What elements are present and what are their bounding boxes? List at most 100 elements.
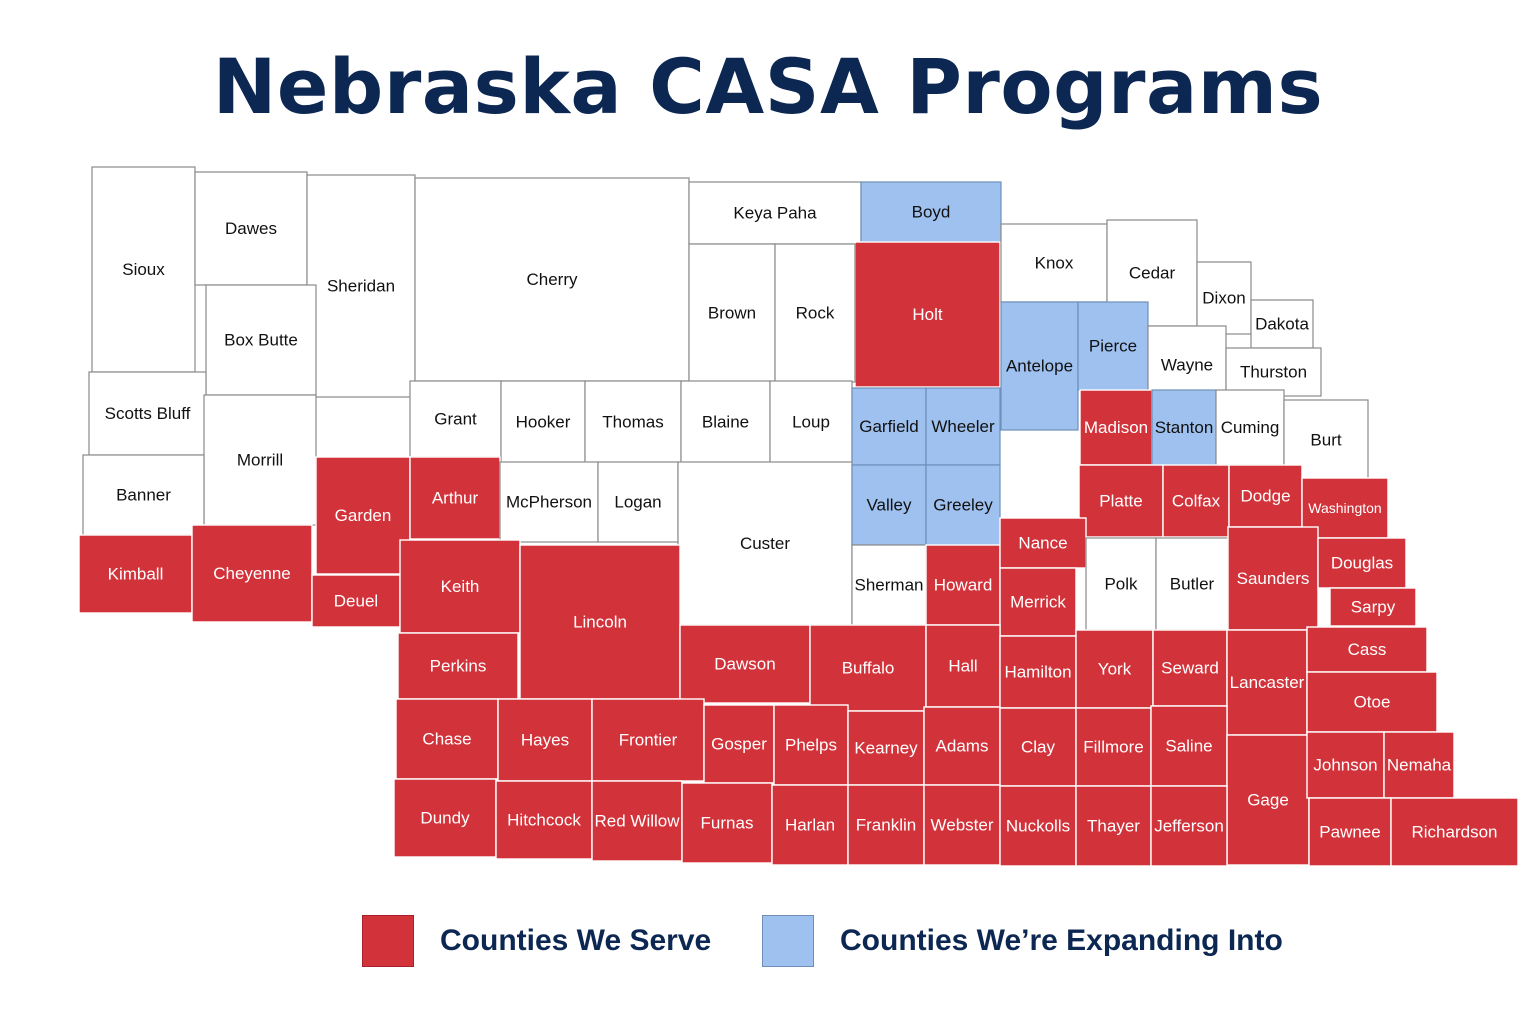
county-shape-butler: [1155, 537, 1229, 631]
county-label-cuming: Cuming: [1221, 418, 1280, 437]
county-shape-dixon: [1196, 261, 1252, 335]
county-label-brown: Brown: [708, 304, 756, 323]
county-pierce: Pierce: [1077, 301, 1149, 391]
county-shape-deuel: [311, 574, 401, 628]
county-hitchcock: Hitchcock: [495, 780, 593, 860]
legend-swatch-expand: [762, 915, 814, 967]
county-shape-franklin: [847, 784, 925, 866]
county-label-scotts-bluff: Scotts Bluff: [105, 404, 191, 423]
county-label-platte: Platte: [1099, 492, 1142, 511]
county-shape-dawes: [194, 171, 308, 286]
county-label-hayes: Hayes: [521, 731, 569, 750]
county-label-dodge: Dodge: [1240, 487, 1290, 506]
county-shape-york: [1075, 629, 1154, 709]
county-kimball: Kimball: [78, 534, 193, 614]
county-pawnee: Pawnee: [1308, 797, 1392, 867]
county-cherry: Cherry: [414, 177, 690, 382]
county-label-loup: Loup: [792, 413, 830, 432]
county-kearney: Kearney: [847, 710, 925, 786]
county-sioux: Sioux: [91, 166, 196, 373]
county-shape-hitchcock: [495, 780, 593, 860]
county-phelps: Phelps: [773, 704, 849, 786]
county-shape-dundy: [393, 778, 497, 858]
county-label-sherman: Sherman: [855, 576, 924, 595]
county-rock: Rock: [774, 243, 856, 383]
county-gosper: Gosper: [703, 704, 775, 784]
county-thayer: Thayer: [1075, 785, 1152, 867]
county-cuming: Cuming: [1215, 389, 1285, 466]
county-label-frontier: Frontier: [619, 731, 678, 750]
county-colfax: Colfax: [1162, 464, 1230, 538]
county-shape-nuckolls: [999, 785, 1077, 867]
county-label-dundy: Dundy: [420, 809, 470, 828]
county-greeley: Greeley: [925, 464, 1001, 546]
county-clay: Clay: [999, 707, 1077, 787]
county-cheyenne: Cheyenne: [191, 524, 313, 623]
county-shape-sioux: [91, 166, 196, 373]
county-label-otoe: Otoe: [1354, 693, 1391, 712]
county-perkins: Perkins: [397, 632, 519, 700]
county-nemaha: Nemaha: [1383, 731, 1455, 799]
county-label-douglas: Douglas: [1331, 554, 1393, 573]
county-label-red-willow: Red Willow: [594, 812, 680, 831]
county-label-dakota: Dakota: [1255, 315, 1309, 334]
county-label-nance: Nance: [1018, 534, 1067, 553]
county-shape-loup: [769, 380, 853, 464]
county-shape-jefferson: [1150, 785, 1228, 867]
county-label-cheyenne: Cheyenne: [213, 564, 291, 583]
county-valley: Valley: [851, 464, 927, 546]
county-label-dawson: Dawson: [714, 655, 775, 674]
county-label-jefferson: Jefferson: [1154, 817, 1224, 836]
county-label-harlan: Harlan: [785, 816, 835, 835]
county-dundy: Dundy: [393, 778, 497, 858]
county-keya-paha: Keya Paha: [688, 181, 862, 245]
county-label-thayer: Thayer: [1087, 817, 1140, 836]
county-shape-furnas: [681, 782, 773, 864]
county-label-lancaster: Lancaster: [1230, 673, 1305, 692]
county-shape-mcpherson: [499, 461, 599, 543]
county-shape-clay: [999, 707, 1077, 787]
county-label-sarpy: Sarpy: [1351, 598, 1396, 617]
county-buffalo: Buffalo: [809, 624, 927, 712]
county-label-lincoln: Lincoln: [573, 613, 627, 632]
county-johnson: Johnson: [1306, 731, 1385, 799]
county-shape-thomas: [584, 380, 682, 464]
county-nuckolls: Nuckolls: [999, 785, 1077, 867]
county-shape-cheyenne: [191, 524, 313, 623]
county-shape-webster: [923, 784, 1001, 866]
county-thomas: Thomas: [584, 380, 682, 464]
county-loup: Loup: [769, 380, 853, 464]
county-label-merrick: Merrick: [1010, 593, 1066, 612]
county-shape-grant: [409, 380, 502, 458]
county-shape-hayes: [497, 698, 593, 782]
county-shape-platte: [1078, 464, 1164, 538]
county-label-custer: Custer: [740, 534, 790, 553]
county-madison: Madison: [1079, 389, 1153, 466]
map-title: Nebraska CASA Programs: [212, 42, 1324, 131]
county-label-washington: Washington: [1308, 500, 1381, 516]
county-label-colfax: Colfax: [1172, 492, 1221, 511]
county-stanton: Stanton: [1151, 389, 1217, 466]
county-shape-douglas: [1317, 537, 1407, 589]
county-garfield: Garfield: [851, 387, 927, 466]
county-label-saunders: Saunders: [1237, 569, 1310, 588]
county-label-blaine: Blaine: [702, 413, 749, 432]
county-shape-cuming: [1215, 389, 1285, 466]
county-gage: Gage: [1226, 734, 1310, 866]
county-label-thomas: Thomas: [602, 413, 663, 432]
county-label-box-butte: Box Butte: [224, 331, 298, 350]
county-label-hamilton: Hamilton: [1004, 663, 1071, 682]
county-shape-lancaster: [1226, 629, 1308, 736]
county-shape-sherman: [851, 544, 927, 626]
county-label-thurston: Thurston: [1240, 363, 1307, 382]
county-butler: Butler: [1155, 537, 1229, 631]
county-furnas: Furnas: [681, 782, 773, 864]
county-shape-box-butte: [205, 284, 317, 396]
county-shape-dakota: [1250, 299, 1314, 349]
county-label-hooker: Hooker: [516, 413, 571, 432]
county-label-pierce: Pierce: [1089, 337, 1137, 356]
county-webster: Webster: [923, 784, 1001, 866]
county-hamilton: Hamilton: [999, 635, 1077, 709]
county-saline: Saline: [1150, 705, 1228, 787]
